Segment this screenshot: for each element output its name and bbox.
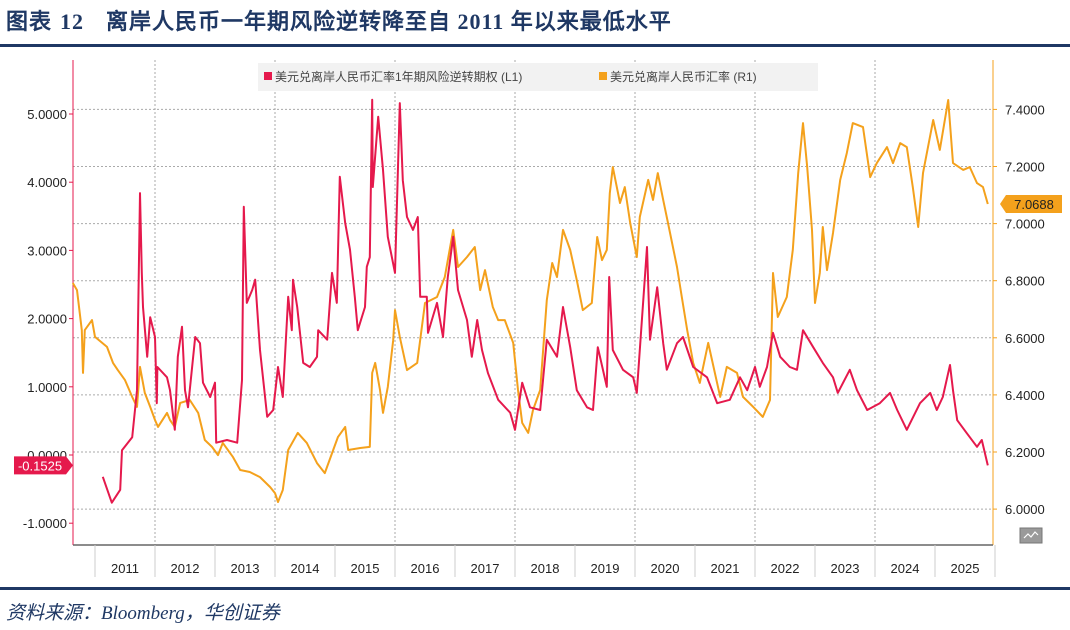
right-tick-label: 7.2000 [1005,160,1045,175]
x-tick-label: 2011 [111,561,139,576]
x-tick-label: 2014 [291,561,320,576]
last-value-l1: -0.1525 [18,458,62,473]
title-text: 离岸人民币一年期风险逆转降至自 2011 年以来最低水平 [106,9,672,34]
left-tick-label: 5.0000 [27,107,67,122]
grid [73,60,993,545]
legend-background [258,63,818,91]
left-tick-label: 4.0000 [27,175,67,190]
left-tick-label: 3.0000 [27,243,67,258]
legend-label-r1: 美元兑离岸人民币汇率 (R1) [610,69,757,84]
right-tick-label: 6.2000 [1005,445,1045,460]
title-divider [0,44,1070,47]
x-tick-label: 2019 [591,561,620,576]
left-tick-label: 2.0000 [27,312,67,327]
figure-title: 图表 12 离岸人民币一年期风险逆转降至自 2011 年以来最低水平 [6,4,672,36]
x-tick-label: 2024 [891,561,920,576]
series-line-l1 [101,98,989,504]
right-tick-label: 7.4000 [1005,102,1045,117]
series-line-r1 [71,99,989,503]
x-tick-label: 2017 [471,561,500,576]
x-tick-label: 2015 [351,561,380,576]
footer-divider [0,587,1070,590]
legend: 美元兑离岸人民币汇率1年期风险逆转期权 (L1) 美元兑离岸人民币汇率 (R1) [258,63,818,91]
last-value-badges: -0.1525 7.0688 [14,194,1062,475]
right-tick-label: 6.0000 [1005,502,1045,517]
right-tick-label: 6.6000 [1005,331,1045,346]
x-tick-label: 2021 [711,561,740,576]
left-tick-label: -1.0000 [23,516,67,531]
x-tick-label: 2016 [411,561,440,576]
x-tick-label: 2013 [231,561,260,576]
left-tick-label: 1.0000 [27,380,67,395]
legend-swatch-l1 [264,72,272,80]
last-value-badge-r1 [1000,194,1062,213]
axes: -1.00000.00001.00002.00003.00004.00005.0… [23,60,1045,577]
right-tick-label: 6.8000 [1005,274,1045,289]
figure-number: 12 [60,9,85,34]
chart-options-icon[interactable] [1019,527,1043,544]
right-tick-label: 7.0000 [1005,217,1045,232]
x-tick-label: 2018 [531,561,560,576]
series-lines [71,98,989,504]
x-tick-label: 2012 [171,561,200,576]
x-tick-label: 2025 [951,561,980,576]
right-tick-label: 6.4000 [1005,388,1045,403]
last-value-badge-l1 [14,456,73,475]
last-value-r1: 7.0688 [1014,197,1054,212]
x-tick-label: 2022 [771,561,800,576]
source-note: 资料来源：Bloomberg，华创证券 [6,603,280,624]
legend-label-l1: 美元兑离岸人民币汇率1年期风险逆转期权 (L1) [275,69,522,84]
x-tick-label: 2020 [651,561,680,576]
x-tick-label: 2023 [831,561,860,576]
figure-label: 图表 [6,9,53,34]
legend-swatch-r1 [599,72,607,80]
